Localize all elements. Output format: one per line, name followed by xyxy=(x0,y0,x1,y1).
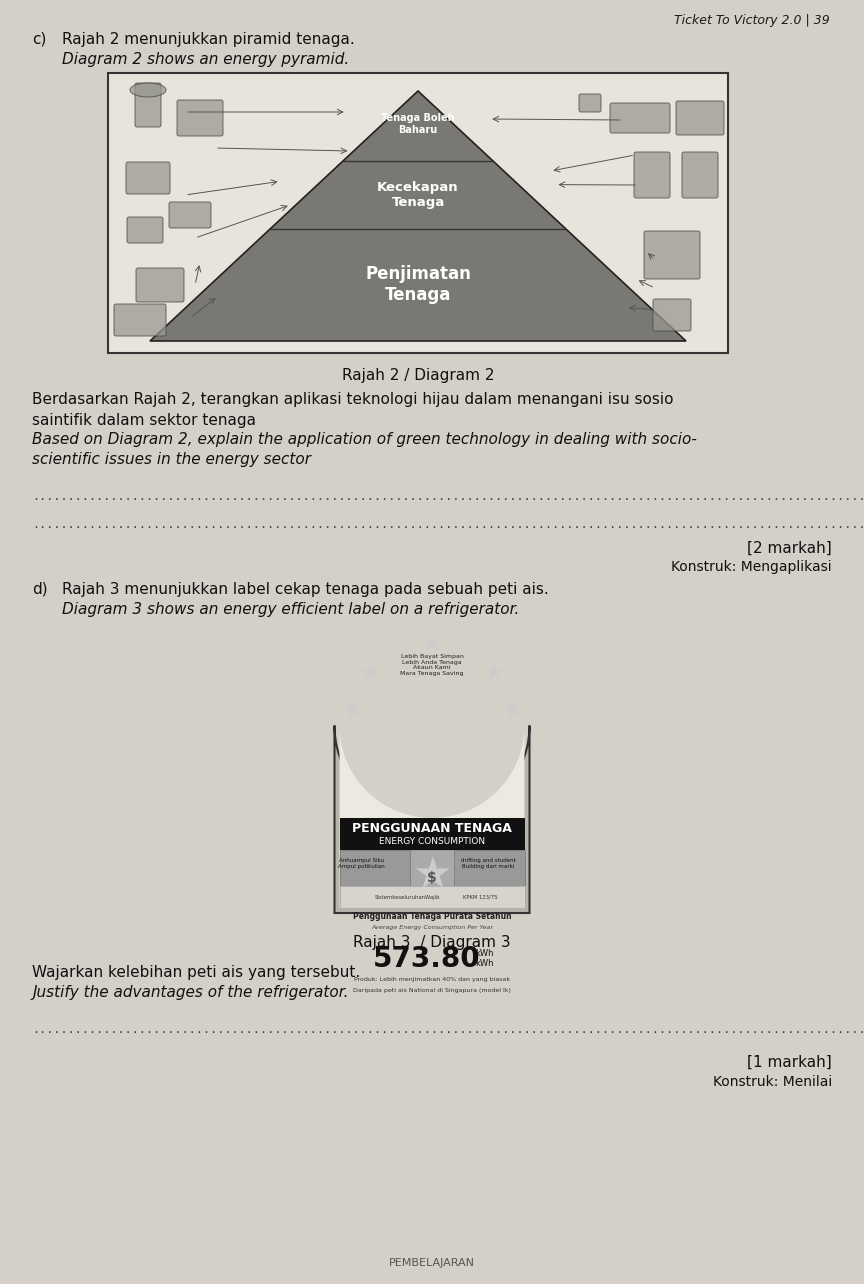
Text: Diagram 2 shows an energy pyramid.: Diagram 2 shows an energy pyramid. xyxy=(62,51,349,67)
Text: Konstruk: Menilai: Konstruk: Menilai xyxy=(713,1075,832,1089)
Text: ................................................................................: ........................................… xyxy=(32,517,864,532)
Text: Ticket To Victory 2.0 | 39: Ticket To Victory 2.0 | 39 xyxy=(674,14,830,27)
Text: ★: ★ xyxy=(503,701,522,722)
Text: drifting and student
Building dari marki: drifting and student Building dari marki xyxy=(461,858,516,869)
PathPatch shape xyxy=(340,725,524,908)
Text: Wajarkan kelebihan peti ais yang tersebut.: Wajarkan kelebihan peti ais yang tersebu… xyxy=(32,966,360,980)
Text: ★: ★ xyxy=(360,663,379,683)
Text: ★: ★ xyxy=(412,854,452,898)
FancyBboxPatch shape xyxy=(169,202,211,229)
Text: Diagram 3 shows an energy efficient label on a refrigerator.: Diagram 3 shows an energy efficient labe… xyxy=(62,602,519,618)
Text: saintifik dalam sektor tenaga: saintifik dalam sektor tenaga xyxy=(32,413,256,428)
Text: Berdasarkan Rajah 2, terangkan aplikasi teknologi hijau dalam menangani isu sosi: Berdasarkan Rajah 2, terangkan aplikasi … xyxy=(32,392,674,407)
Text: ENERGY CONSUMPTION: ENERGY CONSUMPTION xyxy=(379,837,485,846)
Text: Anhuampul Siku
Ampul putikulian: Anhuampul Siku Ampul putikulian xyxy=(338,858,384,869)
PathPatch shape xyxy=(334,725,530,913)
Text: Produk: Lebih menjimatkan 40% dan yang biasak: Produk: Lebih menjimatkan 40% dan yang b… xyxy=(354,977,510,982)
Text: Konstruk: Mengaplikasi: Konstruk: Mengaplikasi xyxy=(671,560,832,574)
Text: ................................................................................: ........................................… xyxy=(32,1023,864,1036)
Bar xyxy=(340,901,524,908)
FancyBboxPatch shape xyxy=(682,152,718,198)
Bar xyxy=(108,73,728,353)
Text: Tenaga Boleh
Baharu: Tenaga Boleh Baharu xyxy=(381,113,454,135)
Text: ★: ★ xyxy=(422,634,442,654)
Text: ................................................................................: ........................................… xyxy=(32,490,864,503)
FancyBboxPatch shape xyxy=(126,162,170,194)
Text: Lebih Bayat Simpan
Lebih Anda Tenaga
Akaun Kami
Mara Tenaga Saving: Lebih Bayat Simpan Lebih Anda Tenaga Aka… xyxy=(400,654,464,677)
FancyBboxPatch shape xyxy=(676,101,724,135)
Text: d): d) xyxy=(32,582,48,597)
FancyBboxPatch shape xyxy=(610,103,670,134)
Bar xyxy=(340,886,524,908)
Text: Penggunaan Tenaga Purata Setahun: Penggunaan Tenaga Purata Setahun xyxy=(353,912,511,921)
Text: Based on Diagram 2, explain the application of green technology in dealing with : Based on Diagram 2, explain the applicat… xyxy=(32,431,697,447)
Text: ★: ★ xyxy=(342,701,361,722)
FancyBboxPatch shape xyxy=(653,299,691,331)
Text: scientific issues in the energy sector: scientific issues in the energy sector xyxy=(32,452,311,467)
Text: Rajah 2 / Diagram 2: Rajah 2 / Diagram 2 xyxy=(342,369,494,383)
Text: KPKM 123/75: KPKM 123/75 xyxy=(463,895,498,900)
FancyBboxPatch shape xyxy=(644,231,700,279)
Text: kWh
kWh: kWh kWh xyxy=(474,949,493,968)
Text: [2 markah]: [2 markah] xyxy=(747,541,832,556)
FancyBboxPatch shape xyxy=(127,217,163,243)
Text: Justify the advantages of the refrigerator.: Justify the advantages of the refrigerat… xyxy=(32,985,348,1000)
Text: 573.80: 573.80 xyxy=(373,945,480,973)
FancyBboxPatch shape xyxy=(114,304,166,336)
Text: [1 markah]: [1 markah] xyxy=(747,1055,832,1070)
Text: Kecekapan
Tenaga: Kecekapan Tenaga xyxy=(378,181,459,209)
Bar xyxy=(340,850,524,901)
Bar xyxy=(340,850,410,901)
Bar xyxy=(454,850,524,901)
Text: c): c) xyxy=(32,32,47,48)
FancyBboxPatch shape xyxy=(177,100,223,136)
Text: SistemkeseluruhanWajib: SistemkeseluruhanWajib xyxy=(374,895,440,900)
Text: Rajah 2 menunjukkan piramid tenaga.: Rajah 2 menunjukkan piramid tenaga. xyxy=(62,32,355,48)
Text: ★: ★ xyxy=(485,663,504,683)
Text: $: $ xyxy=(427,871,437,885)
Text: Rajah 3 menunjukkan label cekap tenaga pada sebuah peti ais.: Rajah 3 menunjukkan label cekap tenaga p… xyxy=(62,582,549,597)
FancyBboxPatch shape xyxy=(136,268,184,302)
FancyBboxPatch shape xyxy=(634,152,670,198)
Ellipse shape xyxy=(130,83,166,98)
Polygon shape xyxy=(150,91,686,342)
FancyBboxPatch shape xyxy=(579,94,601,112)
Text: Rajah 3  / Diagram 3: Rajah 3 / Diagram 3 xyxy=(353,935,511,950)
Text: Daripada peti ais National di Singapura (model lk): Daripada peti ais National di Singapura … xyxy=(353,987,511,993)
Text: Penjimatan
Tenaga: Penjimatan Tenaga xyxy=(365,266,471,304)
FancyBboxPatch shape xyxy=(135,83,161,127)
Text: PENGGUNAAN TENAGA: PENGGUNAAN TENAGA xyxy=(352,823,512,836)
Bar xyxy=(340,818,524,850)
Text: Average Energy Consumption Per Year: Average Energy Consumption Per Year xyxy=(371,924,493,930)
Text: PEMBELAJARAN: PEMBELAJARAN xyxy=(389,1258,475,1269)
